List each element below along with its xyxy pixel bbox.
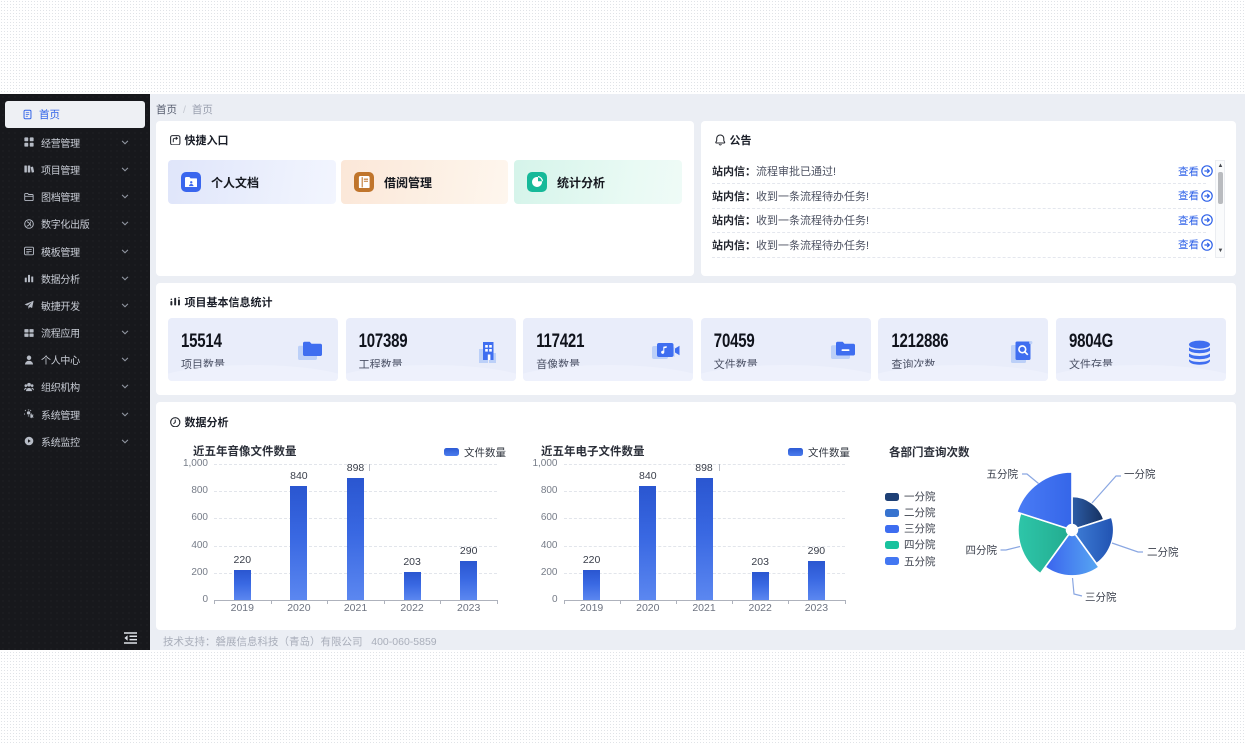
svg-text:二分院: 二分院 — [1147, 546, 1179, 559]
svg-text:五分院: 五分院 — [987, 468, 1019, 481]
svg-text:四分院: 四分院 — [966, 544, 998, 557]
svg-text:三分院: 三分院 — [1085, 591, 1117, 604]
svg-text:一分院: 一分院 — [1124, 468, 1156, 481]
